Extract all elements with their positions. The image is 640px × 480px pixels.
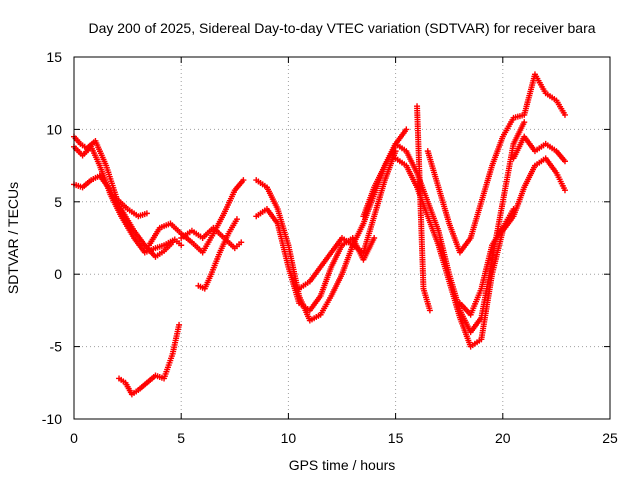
data-series-track-7 bbox=[195, 216, 240, 292]
data-point bbox=[521, 119, 528, 126]
data-series-track-16 bbox=[414, 103, 433, 314]
data-series-track-15 bbox=[510, 133, 568, 165]
data-series-track-10 bbox=[296, 148, 399, 292]
y-tick-label: 15 bbox=[46, 49, 62, 65]
data-point bbox=[561, 111, 568, 118]
data-point bbox=[143, 210, 150, 217]
data-series-track-13 bbox=[424, 71, 568, 256]
x-axis-label: GPS time / hours bbox=[289, 457, 396, 473]
data-point bbox=[169, 239, 176, 246]
data-series-track-1 bbox=[71, 133, 150, 220]
y-axis-label: SDTVAR / TECUs bbox=[5, 182, 21, 294]
data-point bbox=[426, 307, 433, 314]
axis-ticks bbox=[73, 56, 611, 420]
data-series-track-12 bbox=[392, 155, 568, 350]
y-tick-label: -10 bbox=[42, 411, 62, 427]
data-series-track-3 bbox=[71, 172, 176, 260]
x-tick-label: 25 bbox=[602, 430, 618, 446]
x-tick-label: 0 bbox=[70, 430, 78, 446]
data-series-track-5 bbox=[146, 177, 247, 256]
data-series-track-8 bbox=[253, 126, 410, 324]
data-series-track-14 bbox=[456, 206, 517, 318]
x-tick-label: 20 bbox=[495, 430, 511, 446]
data-point bbox=[561, 187, 568, 194]
data-series-track-2 bbox=[71, 143, 185, 256]
data-points bbox=[71, 71, 568, 398]
data-point bbox=[233, 216, 240, 223]
x-tick-label: 5 bbox=[177, 430, 185, 446]
data-point bbox=[176, 321, 183, 328]
y-tick-label: -5 bbox=[50, 339, 63, 355]
y-axis-tick-labels: -10 -5 0 5 10 15 bbox=[42, 49, 62, 427]
data-point bbox=[178, 242, 185, 249]
y-tick-label: 0 bbox=[54, 266, 62, 282]
x-axis-tick-labels: 0 5 10 15 20 25 bbox=[70, 430, 618, 446]
data-point bbox=[371, 235, 378, 241]
data-point bbox=[240, 177, 247, 184]
data-series-track-9 bbox=[253, 206, 378, 314]
data-series-track-6 bbox=[178, 224, 245, 252]
chart-title: Day 200 of 2025, Sidereal Day-to-day VTE… bbox=[88, 20, 595, 36]
x-tick-label: 15 bbox=[388, 430, 404, 446]
plot-frame bbox=[73, 56, 611, 420]
y-tick-label: 10 bbox=[46, 121, 62, 137]
data-point bbox=[510, 206, 517, 213]
data-point bbox=[238, 239, 245, 246]
data-series-track-4 bbox=[116, 321, 183, 398]
data-point bbox=[561, 158, 568, 165]
y-tick-label: 5 bbox=[54, 194, 62, 210]
x-tick-label: 10 bbox=[281, 430, 297, 446]
data-point bbox=[403, 126, 410, 133]
